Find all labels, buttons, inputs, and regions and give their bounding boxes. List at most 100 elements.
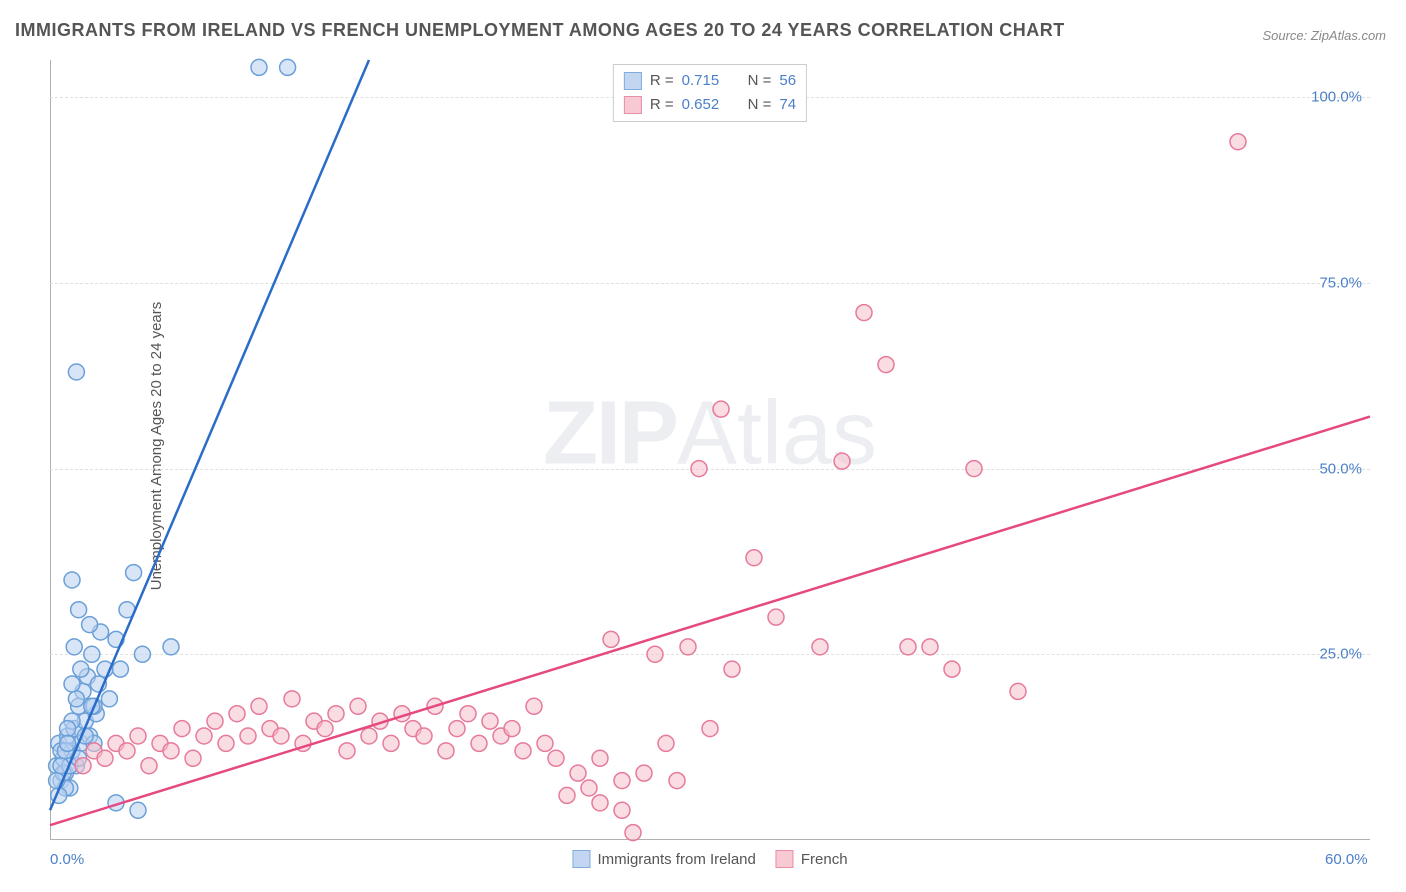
legend-n-label: N = [748,69,772,93]
data-point-french [416,728,432,744]
regression-line-french [50,417,1370,826]
data-point-french [482,713,498,729]
data-point-french [130,728,146,744]
data-point-french [317,721,333,737]
data-point-french [878,357,894,373]
data-point-french [207,713,223,729]
correlation-legend: R = 0.715 N = 56R = 0.652 N = 74 [613,64,807,122]
legend-r-label: R = [650,69,674,93]
data-point-french [966,461,982,477]
data-point-french [251,698,267,714]
data-point-french [328,706,344,722]
data-point-ireland [66,639,82,655]
legend-item-french: French [776,850,848,868]
legend-n-value: 74 [779,93,796,117]
data-point-french [229,706,245,722]
data-point-french [614,802,630,818]
data-point-french [669,773,685,789]
data-point-french [713,401,729,417]
legend-n-value: 56 [779,69,796,93]
data-point-french [680,639,696,655]
data-point-french [944,661,960,677]
data-point-french [614,773,630,789]
data-point-french [548,750,564,766]
series-legend: Immigrants from Ireland French [572,850,847,868]
data-point-french [196,728,212,744]
data-point-french [284,691,300,707]
legend-r-value: 0.715 [682,69,732,93]
data-point-french [515,743,531,759]
data-point-french [361,728,377,744]
data-point-ireland [64,572,80,588]
data-point-french [471,735,487,751]
regression-line-ireland [50,60,369,810]
source-attribution: Source: ZipAtlas.com [1262,28,1386,43]
data-point-ireland [68,364,84,380]
data-point-french [647,646,663,662]
data-point-french [1230,134,1246,150]
legend-swatch-icon [624,96,642,114]
data-point-french [438,743,454,759]
data-point-french [636,765,652,781]
data-point-french [856,305,872,321]
data-point-french [141,758,157,774]
legend-item-ireland: Immigrants from Ireland [572,850,755,868]
x-tick-label: 0.0% [50,851,84,868]
data-point-french [603,631,619,647]
data-point-ireland [84,646,100,662]
legend-row-french: R =0.652N =74 [624,93,796,117]
data-point-french [625,825,641,841]
chart-title: IMMIGRANTS FROM IRELAND VS FRENCH UNEMPL… [15,20,1065,41]
data-point-ireland [112,661,128,677]
data-point-french [658,735,674,751]
data-point-french [592,750,608,766]
data-point-french [702,721,718,737]
data-point-ireland [64,676,80,692]
data-point-french [1010,683,1026,699]
scatter-svg [50,60,1370,840]
legend-swatch-icon [572,850,590,868]
data-point-french [768,609,784,625]
data-point-french [339,743,355,759]
data-point-french [350,698,366,714]
data-point-ireland [251,59,267,75]
data-point-french [724,661,740,677]
data-point-ireland [130,802,146,818]
data-point-french [449,721,465,737]
data-point-french [900,639,916,655]
data-point-ireland [60,721,76,737]
data-point-french [273,728,289,744]
data-point-french [174,721,190,737]
legend-item-label: Immigrants from Ireland [597,851,755,868]
data-point-french [163,743,179,759]
legend-r-value: 0.652 [682,93,732,117]
data-point-ireland [82,617,98,633]
data-point-french [75,758,91,774]
data-point-french [218,735,234,751]
data-point-french [581,780,597,796]
data-point-french [97,750,113,766]
data-point-french [570,765,586,781]
data-point-ireland [126,565,142,581]
data-point-french [812,639,828,655]
data-point-ireland [101,691,117,707]
data-point-french [460,706,476,722]
data-point-ireland [60,735,76,751]
legend-item-label: French [801,851,848,868]
legend-n-label: N = [748,93,772,117]
data-point-ireland [68,691,84,707]
data-point-french [691,461,707,477]
x-tick-label: 60.0% [1325,851,1368,868]
data-point-french [834,453,850,469]
data-point-french [592,795,608,811]
data-point-french [537,735,553,751]
data-point-ireland [280,59,296,75]
legend-row-ireland: R = 0.715 N = 56 [624,69,796,93]
data-point-french [922,639,938,655]
data-point-french [185,750,201,766]
data-point-french [559,787,575,803]
data-point-ireland [73,661,89,677]
plot-area: 25.0%50.0%75.0%100.0% 0.0%60.0% ZIPAtlas… [50,60,1370,840]
data-point-french [504,721,520,737]
data-point-french [119,743,135,759]
